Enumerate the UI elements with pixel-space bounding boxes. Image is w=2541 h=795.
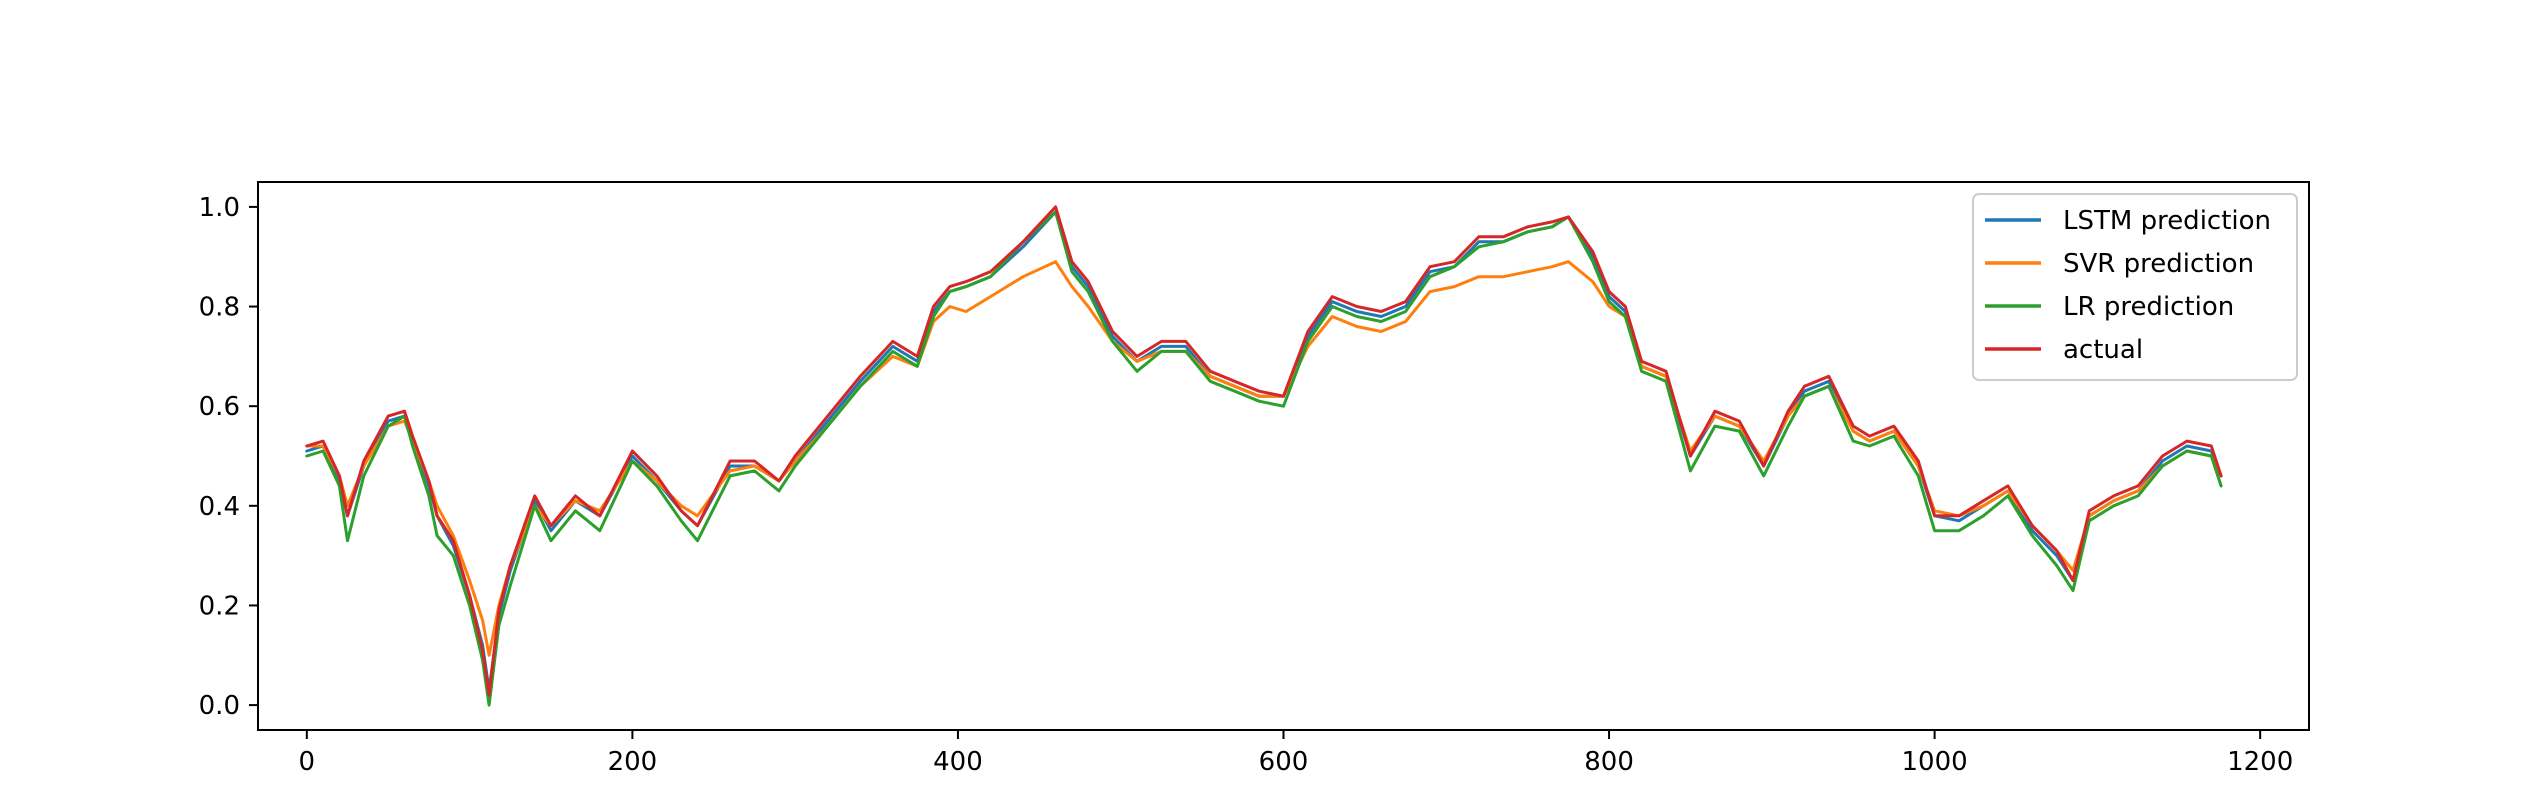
y-tick-label: 1.0 — [199, 193, 240, 223]
x-tick-label: 200 — [608, 747, 658, 777]
x-tick-label: 400 — [933, 747, 983, 777]
series-line-actual — [305, 205, 2223, 697]
legend-label: LSTM prediction — [2063, 206, 2271, 236]
legend: LSTM prediction SVR prediction LR predicti… — [1972, 193, 2298, 381]
legend-box — [1972, 193, 2298, 381]
y-tick-label: 0.0 — [199, 691, 240, 721]
y-tick-label: 0.4 — [199, 492, 240, 522]
legend-label: SVR prediction — [2063, 249, 2254, 279]
x-tick-label: 1000 — [1902, 747, 1968, 777]
x-tick-label: 600 — [1259, 747, 1309, 777]
series-line-lr-prediction — [305, 210, 2223, 707]
x-axis: 0 200 400 600 800 1000 1200 — [299, 730, 2293, 777]
legend-label: actual — [2063, 335, 2143, 365]
x-tick-label: 1200 — [2227, 747, 2293, 777]
y-tick-label: 0.8 — [199, 293, 240, 323]
x-tick-label: 800 — [1584, 747, 1634, 777]
legend-label: LR prediction — [2063, 292, 2234, 322]
y-tick-label: 0.6 — [199, 392, 240, 422]
series-layer — [305, 205, 2223, 707]
x-tick-label: 0 — [299, 747, 316, 777]
y-tick-label: 0.2 — [199, 591, 240, 621]
y-axis: 0.0 0.2 0.4 0.6 0.8 1.0 — [199, 193, 258, 721]
